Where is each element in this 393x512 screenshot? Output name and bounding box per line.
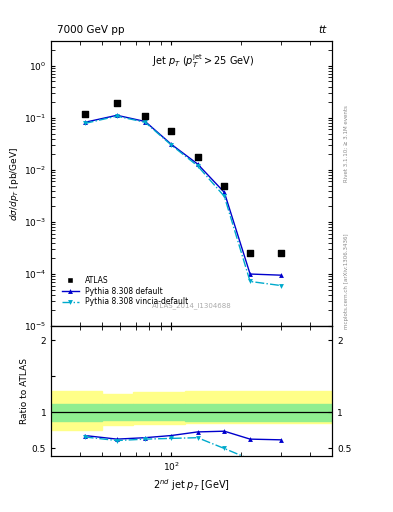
Bar xyxy=(51,391,102,431)
Bar xyxy=(133,392,185,424)
Text: tt: tt xyxy=(318,25,327,35)
Y-axis label: $d\sigma/dp_T\ [\mathrm{pb/GeV}]$: $d\sigma/dp_T\ [\mathrm{pb/GeV}]$ xyxy=(8,146,21,221)
Bar xyxy=(133,404,185,420)
Bar xyxy=(102,394,133,425)
Bar xyxy=(185,391,332,423)
Point xyxy=(82,110,88,118)
Text: mcplots.cern.ch [arXiv:1306.3436]: mcplots.cern.ch [arXiv:1306.3436] xyxy=(344,234,349,329)
Bar xyxy=(51,404,102,421)
Legend: ATLAS, Pythia 8.308 default, Pythia 8.308 vincia-default: ATLAS, Pythia 8.308 default, Pythia 8.30… xyxy=(61,274,190,308)
X-axis label: 2$^{nd}$ jet $p_T$ [GeV]: 2$^{nd}$ jet $p_T$ [GeV] xyxy=(153,477,230,493)
Y-axis label: Ratio to ATLAS: Ratio to ATLAS xyxy=(20,358,29,424)
Point xyxy=(195,153,201,161)
Text: Jet $p_T$ ($p_T^{\mathrm{jet}}>$25 GeV): Jet $p_T$ ($p_T^{\mathrm{jet}}>$25 GeV) xyxy=(152,52,254,70)
Point xyxy=(114,99,120,108)
Bar xyxy=(185,404,332,421)
Point xyxy=(278,249,284,258)
Text: ATLAS_2014_I1304688: ATLAS_2014_I1304688 xyxy=(152,302,231,309)
Point xyxy=(247,249,253,258)
Point xyxy=(221,181,228,189)
Bar xyxy=(102,404,133,420)
Point xyxy=(142,112,149,120)
Text: Rivet 3.1.10; ≥ 3.1M events: Rivet 3.1.10; ≥ 3.1M events xyxy=(344,105,349,182)
Point xyxy=(168,127,174,135)
Text: 7000 GeV pp: 7000 GeV pp xyxy=(57,25,124,35)
